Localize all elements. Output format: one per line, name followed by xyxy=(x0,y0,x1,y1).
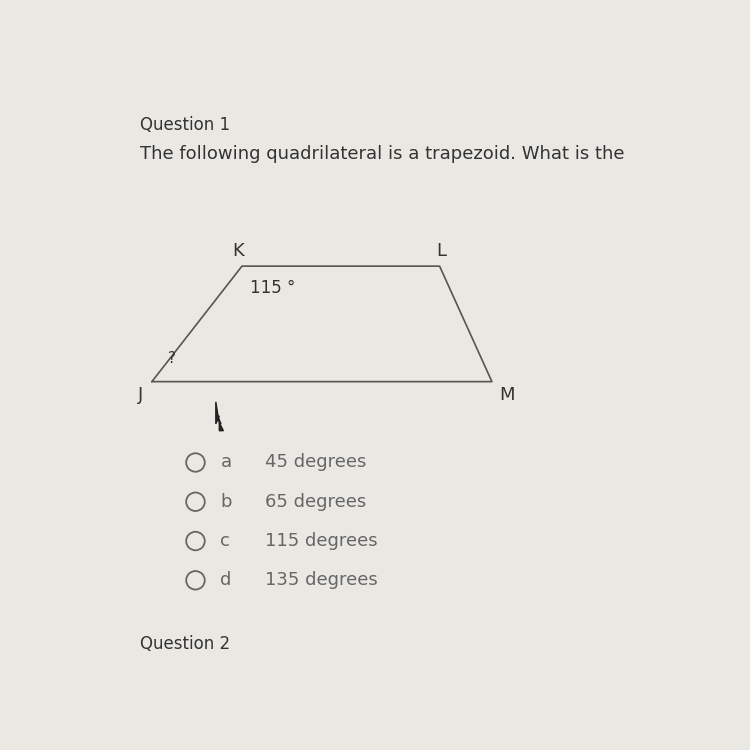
Text: K: K xyxy=(232,242,244,260)
Text: 45 degrees: 45 degrees xyxy=(266,454,367,472)
Text: 115 degrees: 115 degrees xyxy=(266,532,378,550)
Text: M: M xyxy=(500,386,515,404)
Text: c: c xyxy=(220,532,230,550)
Text: L: L xyxy=(436,242,446,260)
Text: J: J xyxy=(138,386,143,404)
Text: ?: ? xyxy=(168,351,176,366)
Text: a: a xyxy=(220,454,232,472)
Polygon shape xyxy=(216,402,223,430)
Text: Question 1: Question 1 xyxy=(140,116,230,134)
Text: d: d xyxy=(220,572,232,590)
Text: 65 degrees: 65 degrees xyxy=(266,493,367,511)
Text: 135 degrees: 135 degrees xyxy=(266,572,378,590)
Text: Question 2: Question 2 xyxy=(140,635,230,653)
Text: The following quadrilateral is a trapezoid. What is the: The following quadrilateral is a trapezo… xyxy=(140,145,625,163)
Text: 115 °: 115 ° xyxy=(250,280,295,298)
Text: b: b xyxy=(220,493,232,511)
